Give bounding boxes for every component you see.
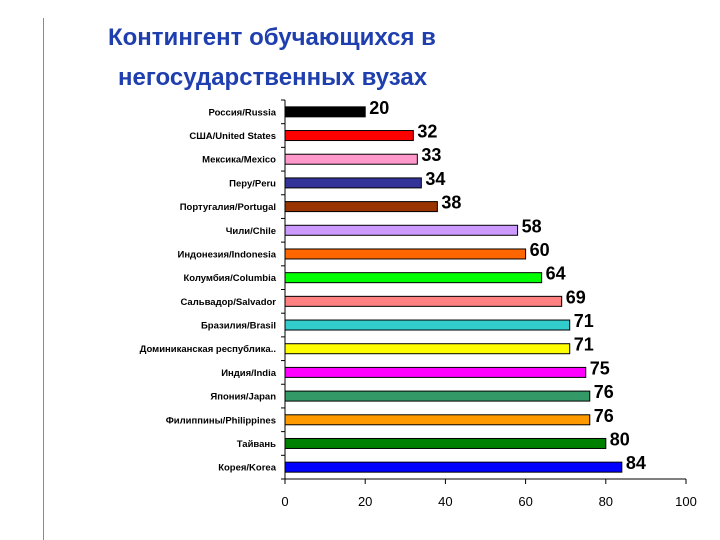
category-label: США/United States — [189, 131, 276, 142]
value-label: 71 — [574, 335, 594, 355]
x-tick-label: 100 — [675, 494, 697, 509]
category-label: Чили/Chile — [226, 226, 276, 237]
category-label: Филиппины/Philippines — [166, 415, 276, 426]
category-label: Россия/Russia — [208, 107, 276, 118]
value-label: 33 — [421, 145, 441, 165]
x-tick-label: 60 — [518, 494, 532, 509]
bar — [284, 106, 366, 118]
category-label: Мексика/Mexico — [202, 155, 276, 166]
chart-title-line-1: Контингент обучающихся в — [108, 24, 436, 51]
bar — [284, 224, 519, 236]
category-label: Тайвань — [237, 439, 276, 450]
category-label: Перу/Peru — [229, 178, 276, 189]
value-label: 60 — [530, 240, 550, 260]
category-label: Колумбия/Columbia — [183, 273, 276, 284]
value-label: 34 — [425, 169, 445, 189]
x-tick-label: 20 — [358, 494, 372, 509]
category-label: Индонезия/Indonesia — [177, 249, 276, 260]
value-label: 76 — [594, 382, 614, 402]
bar — [284, 414, 591, 426]
value-label: 71 — [574, 311, 594, 331]
bar — [284, 201, 438, 213]
value-label: 84 — [626, 453, 646, 473]
value-label: 75 — [590, 358, 610, 378]
value-label: 76 — [594, 406, 614, 426]
bar — [284, 130, 414, 142]
bar — [284, 295, 563, 307]
category-label: Сальвадор/Salvador — [180, 297, 276, 308]
value-label: 38 — [441, 193, 461, 213]
x-tick-label: 80 — [599, 494, 613, 509]
bar — [284, 343, 571, 355]
bar — [284, 177, 422, 189]
category-label: Индия/India — [221, 368, 277, 379]
bar — [284, 390, 591, 402]
category-label: Доминиканская республика.. — [140, 344, 276, 355]
value-label: 64 — [546, 264, 566, 284]
category-label: Португалия/Portugal — [180, 202, 276, 213]
value-label: 32 — [417, 122, 437, 142]
value-label: 58 — [522, 216, 542, 236]
chart-title-line-2: негосударственных вузах — [118, 64, 428, 91]
bar — [284, 319, 571, 331]
x-tick-label: 40 — [438, 494, 452, 509]
bar — [284, 437, 607, 449]
category-label: Бразилия/Brasil — [201, 321, 276, 332]
bar — [284, 248, 527, 260]
value-label: 69 — [566, 287, 586, 307]
bar — [284, 461, 623, 473]
bar — [284, 153, 418, 165]
value-label: 20 — [369, 98, 389, 118]
bar — [284, 272, 543, 284]
x-tick-label: 0 — [281, 494, 288, 509]
category-label: Корея/Korea — [218, 463, 277, 474]
value-label: 80 — [610, 429, 630, 449]
left-border-line — [43, 18, 44, 540]
category-label: Япония/Japan — [210, 392, 276, 403]
bar — [284, 366, 587, 378]
